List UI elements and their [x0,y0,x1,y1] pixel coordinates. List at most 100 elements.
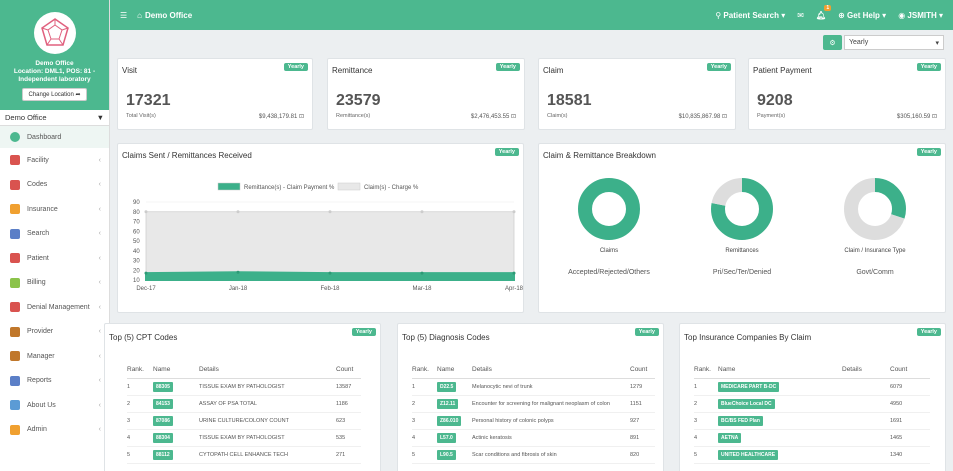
sidebar-item-reports[interactable]: Reports ‹ [0,369,109,394]
patient-search-menu[interactable]: ⚲ Patient Search ▾ [715,10,786,20]
code-tag[interactable]: L57.0 [437,432,456,443]
patient-search-label: Patient Search [723,10,779,20]
data-point[interactable] [144,210,148,214]
cell-name[interactable]: Z12.11 [437,395,472,413]
code-tag[interactable]: BC/BS FED Plan [718,415,763,426]
table-row[interactable]: 5 L90.5 Scar conditions and fibrosis of sk… [412,446,655,464]
help-menu[interactable]: ⊕ Get Help ▾ [838,10,887,20]
data-point[interactable] [420,271,424,275]
table-row[interactable]: 5 88112 CYTOPATH CELL ENHANCE TECH 271 [127,446,361,464]
code-tag[interactable]: D22.5 [437,381,457,392]
stat-sub-label: Claim(s) [547,113,568,119]
data-point[interactable] [420,210,424,214]
data-point[interactable] [328,271,332,275]
table-row[interactable]: 3 87086 URINE CULTURE/COLONY COUNT 623 [127,412,361,430]
table-row[interactable]: 1 88305 TISSUE EXAM BY PATHOLOGIST 13587 [127,378,361,396]
table-row[interactable]: 1 D22.5 Melanocytic nevi of trunk 1279 [412,378,655,396]
code-tag[interactable]: Z86.010 [437,415,462,426]
sidebar-item-manager[interactable]: Manager ‹ [0,344,109,369]
filter-settings-button[interactable]: ⚙ [823,35,842,50]
dx-title: Top (5) Diagnosis Codes [402,333,490,342]
table-row[interactable]: 3 BC/BS FED Plan 1691 [694,412,930,430]
table-row[interactable]: 4 AETNA 1465 [694,429,930,447]
sidebar-item-facility[interactable]: Facility ‹ [0,148,109,173]
stat-amount-value: $9,438,179.81 [258,114,298,120]
code-tag[interactable]: 87086 [153,415,173,426]
cell-rank: 4 [694,429,718,447]
sidebar-item-codes[interactable]: Codes ‹ [0,173,109,198]
menu-toggle-icon[interactable]: ☰ [120,10,128,20]
cell-name[interactable]: D22.5 [437,378,472,396]
code-tag[interactable]: 88305 [153,381,173,392]
y-tick-label: 20 [133,268,140,274]
period-select[interactable]: Yearly ▾ [844,35,944,50]
cell-value: 891 [630,434,640,441]
data-point[interactable] [328,210,332,214]
table-row[interactable]: 4 L57.0 Actinic keratosis 891 [412,429,655,447]
insurance-card: Top Insurance Companies By Claim Yearly … [679,323,946,471]
column-header-details: Details [472,362,630,379]
table-row[interactable]: 2 84153 ASSAY OF PSA TOTAL 1186 [127,395,361,413]
cell-name[interactable]: BC/BS FED Plan [718,412,842,430]
code-tag[interactable]: BlueChoice Local DC [718,398,775,409]
table-row[interactable]: 1 MEDICARE PART B-DC 6079 [694,378,930,396]
change-location-button[interactable]: Change Location ➦ [22,88,87,101]
code-tag[interactable]: 88112 [153,449,173,460]
donut-slice[interactable] [711,178,773,240]
cell-name[interactable]: BlueChoice Local DC [718,395,842,413]
cell-name[interactable]: 88304 [153,429,199,447]
about-us-icon [10,400,20,411]
table-row[interactable]: 3 Z86.010 Personal history of colonic poly… [412,412,655,430]
data-point[interactable] [512,271,516,275]
table-row[interactable]: 2 BlueChoice Local DC 4950 [694,395,930,413]
data-point[interactable] [236,270,240,274]
notifications-button[interactable]: 🔔︎ 1 [816,4,832,20]
code-tag[interactable]: Z12.11 [437,398,459,409]
code-tag[interactable]: MEDICARE PART B-DC [718,381,780,392]
cell-name[interactable]: 88305 [153,378,199,396]
ins-title: Top Insurance Companies By Claim [684,333,812,342]
cell-name[interactable]: L57.0 [437,429,472,447]
code-tag[interactable]: L90.5 [437,449,456,460]
page-title[interactable]: Demo Office [145,10,193,20]
cell-name[interactable]: Z86.010 [437,412,472,430]
table-row[interactable]: 5 UNITED HEALTHCARE 1340 [694,446,930,464]
cell-value: Personal history of colonic polyps [472,417,554,424]
user-menu[interactable]: ◉ JSMITH ▾ [898,10,943,20]
facility-icon [10,155,20,166]
column-header-rank: Rank. [127,362,153,379]
data-point[interactable] [144,271,148,275]
cell-name[interactable]: 84153 [153,395,199,413]
cell-name[interactable]: L90.5 [437,446,472,464]
donut-slice[interactable] [578,178,640,240]
code-tag[interactable]: 88304 [153,432,173,443]
stat-title: Visit [122,66,137,75]
table-row[interactable]: 2 Z12.11 Encounter for screening for malig… [412,395,655,413]
sidebar-item-about-us[interactable]: About Us ‹ [0,393,109,418]
table-row[interactable]: 4 88304 TISSUE EXAM BY PATHOLOGIST 535 [127,429,361,447]
cell-name[interactable]: 88112 [153,446,199,464]
code-tag[interactable]: 84153 [153,398,173,409]
code-tag[interactable]: AETNA [718,432,742,443]
sidebar-item-admin[interactable]: Admin ‹ [0,418,109,443]
data-point[interactable] [512,210,516,214]
office-select[interactable]: Demo Office ▼ [0,110,109,126]
cell-name[interactable]: MEDICARE PART B-DC [718,378,842,396]
notification-badge: 1 [824,4,832,11]
sidebar-item-provider[interactable]: Provider ‹ [0,320,109,345]
cell-name[interactable]: UNITED HEALTHCARE [718,446,842,464]
code-tag[interactable]: UNITED HEALTHCARE [718,449,779,460]
cell-name[interactable]: 87086 [153,412,199,430]
sidebar-item-denial-management[interactable]: Denial Management ‹ [0,295,109,320]
sidebar-item-billing[interactable]: Billing ‹ [0,271,109,296]
sidebar-item-insurance[interactable]: Insurance ‹ [0,197,109,222]
sidebar-item-patient[interactable]: Patient ‹ [0,246,109,271]
cell-name[interactable]: AETNA [718,429,842,447]
sidebar-item-dashboard[interactable]: Dashboard [0,126,109,148]
donut-slice[interactable] [844,178,906,240]
stat-sub-label: Total Visit(s) [126,113,156,119]
sidebar-item-search[interactable]: Search ‹ [0,222,109,247]
mail-icon[interactable]: ✉ [797,10,804,20]
data-point[interactable] [236,210,240,214]
legend-swatch [337,182,361,191]
